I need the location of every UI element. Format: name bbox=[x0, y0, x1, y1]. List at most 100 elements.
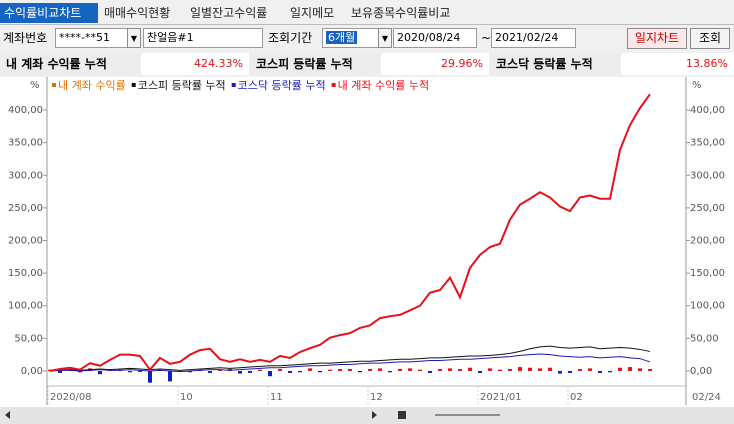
bar bbox=[418, 369, 422, 371]
bar bbox=[348, 369, 352, 371]
bar bbox=[398, 369, 402, 371]
bar bbox=[268, 370, 272, 377]
bar bbox=[98, 370, 102, 375]
x-tick-label: 2020/08 bbox=[50, 392, 92, 403]
tab-bar: 수익률비교차트 매매수익현황 일별잔고수익률 일지메모 보유종목수익률비교 bbox=[0, 0, 734, 25]
scrollbar[interactable] bbox=[0, 407, 734, 424]
y-tick-label-right: 200,00 bbox=[690, 236, 725, 247]
tab[interactable]: 보유종목수익률비교 bbox=[351, 6, 451, 20]
legend-swatch bbox=[52, 83, 56, 87]
bar bbox=[428, 370, 432, 373]
tab[interactable]: 매매수익현황 bbox=[104, 6, 171, 20]
scroll-play[interactable] bbox=[372, 411, 377, 419]
bar bbox=[218, 369, 222, 371]
period-select[interactable]: 6개월 bbox=[322, 28, 379, 48]
y-tick-label: 0,00 bbox=[21, 366, 43, 377]
legend-swatch bbox=[231, 83, 236, 87]
bar bbox=[248, 370, 252, 373]
bar bbox=[188, 370, 192, 373]
y-tick-label: 150,00 bbox=[8, 268, 43, 279]
bar bbox=[258, 369, 262, 371]
y-tick-label-right: 50,00 bbox=[690, 333, 719, 344]
bar bbox=[168, 370, 172, 382]
bar bbox=[548, 367, 552, 371]
bar bbox=[468, 367, 472, 371]
bar bbox=[448, 368, 452, 371]
y-tick-label: 250,00 bbox=[8, 203, 43, 214]
bar bbox=[378, 368, 382, 371]
legend-entry: 코스피 등락률 누적 bbox=[138, 79, 226, 92]
legend-entry: 내 계좌 수익률 bbox=[58, 79, 126, 92]
y-tick-label-right: 150,00 bbox=[690, 268, 725, 279]
bar bbox=[358, 370, 362, 373]
bar bbox=[298, 370, 302, 373]
bar bbox=[278, 369, 282, 371]
x-tick-label: 2021/01 bbox=[480, 392, 522, 403]
bar bbox=[558, 370, 562, 374]
bar bbox=[588, 368, 592, 371]
chart-background bbox=[0, 77, 734, 407]
bar bbox=[638, 368, 642, 371]
y-tick-label-right: 100,00 bbox=[690, 301, 725, 312]
bar bbox=[508, 369, 512, 371]
bar bbox=[328, 369, 332, 371]
bar bbox=[368, 369, 372, 371]
bar bbox=[568, 370, 572, 373]
bar bbox=[608, 370, 612, 373]
bar bbox=[598, 370, 602, 373]
dropdown[interactable]: ▼ bbox=[127, 28, 141, 48]
unit-label: % bbox=[30, 80, 40, 91]
date-separator: ~ bbox=[481, 31, 492, 45]
date-to[interactable]: 2021/02/24 bbox=[491, 28, 576, 48]
stop-button[interactable] bbox=[398, 411, 406, 419]
summary-value: 29.96% bbox=[381, 53, 489, 75]
x-tick-label: 12 bbox=[370, 392, 383, 403]
scroll-left[interactable] bbox=[5, 411, 10, 419]
account-input[interactable]: ****-**51 bbox=[55, 28, 128, 48]
bar bbox=[138, 370, 142, 372]
y-tick-label-right: 250,00 bbox=[690, 203, 725, 214]
bar bbox=[538, 368, 542, 371]
legend-entry: 내 계좌 수익률 누적 bbox=[338, 79, 429, 92]
y-tick-label: 400,00 bbox=[8, 105, 43, 116]
y-tick-label-right: 0,00 bbox=[690, 366, 712, 377]
bar bbox=[208, 370, 212, 373]
x-tick-label: 10 bbox=[180, 392, 193, 403]
y-tick-label: 100,00 bbox=[8, 301, 43, 312]
chart: % % 0,00 0,00 50,00 50,00 100,00 100,00 150,00… bbox=[0, 77, 734, 424]
account-name[interactable]: 찬얼음#1 bbox=[143, 28, 263, 48]
y-tick-label: 350,00 bbox=[8, 138, 43, 149]
tab[interactable]: 일별잔고수익률 bbox=[190, 6, 268, 20]
bar bbox=[338, 369, 342, 371]
bar bbox=[128, 370, 132, 373]
dropdown[interactable]: ▼ bbox=[378, 28, 392, 48]
bar bbox=[148, 370, 152, 383]
x-tick-label: 02 bbox=[570, 392, 583, 403]
summary-value: 424.33% bbox=[141, 53, 249, 75]
bar bbox=[648, 369, 652, 371]
legend-entry: 코스닥 등락률 누적 bbox=[238, 79, 326, 92]
y-tick-label-right: 300,00 bbox=[690, 170, 725, 181]
bar bbox=[488, 368, 492, 371]
date-from[interactable]: 2020/08/24 bbox=[393, 28, 477, 48]
y-tick-label: 300,00 bbox=[8, 170, 43, 181]
bar bbox=[58, 370, 62, 373]
period-value: 6개월 bbox=[326, 31, 358, 44]
journal-chart-button[interactable]: 일지차트 bbox=[627, 28, 687, 49]
bar bbox=[528, 367, 532, 371]
tab[interactable]: 일지메모 bbox=[290, 6, 335, 20]
label: 조회기간 bbox=[268, 31, 313, 45]
bar bbox=[498, 369, 502, 371]
bar bbox=[478, 370, 482, 373]
tab[interactable]: 수익률비교차트 bbox=[0, 3, 98, 23]
y-tick-label-right: 400,00 bbox=[690, 105, 725, 116]
legend-swatch bbox=[131, 83, 136, 87]
unit-label: % bbox=[692, 80, 702, 91]
legend-swatch bbox=[331, 83, 336, 87]
line bbox=[49, 93, 651, 372]
x-tick-label: 11 bbox=[270, 392, 283, 403]
bar bbox=[408, 368, 412, 371]
search-button[interactable]: 조회 bbox=[690, 28, 730, 49]
bar bbox=[458, 369, 462, 371]
